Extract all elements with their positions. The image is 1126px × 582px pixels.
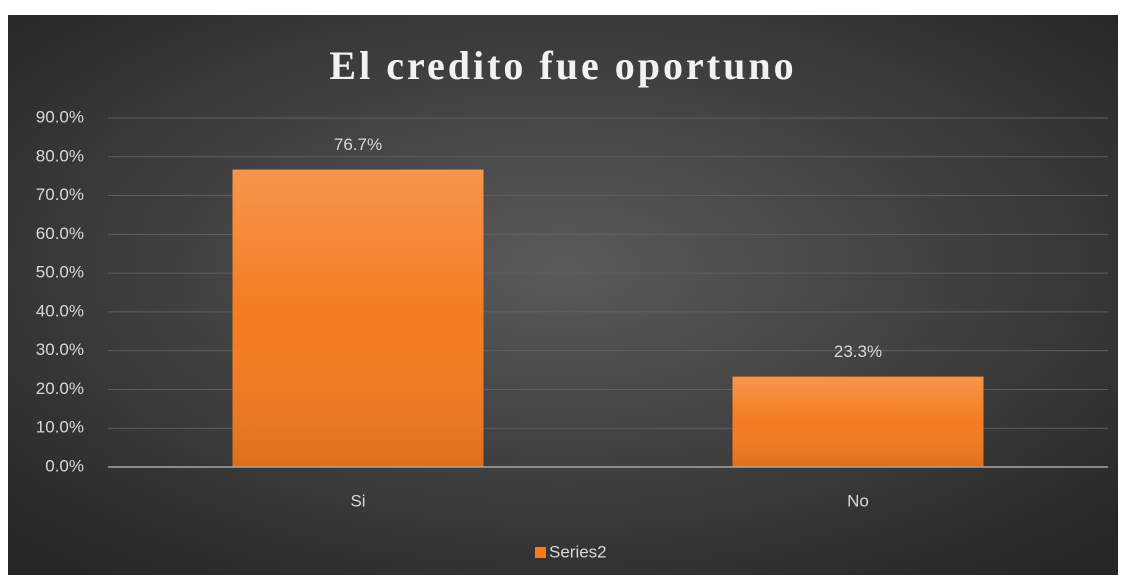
bar — [232, 169, 484, 467]
y-tick-label: 30.0% — [36, 340, 84, 359]
bar — [732, 376, 984, 467]
y-tick-label: 50.0% — [36, 263, 84, 282]
y-tick-label: 80.0% — [36, 146, 84, 165]
y-tick-label: 60.0% — [36, 224, 84, 243]
legend-label: Series2 — [549, 542, 607, 561]
chart-background — [8, 15, 1118, 575]
y-tick-label: 0.0% — [45, 456, 84, 475]
chart-title: El credito fue oportuno — [329, 43, 796, 88]
x-tick-label: No — [847, 491, 869, 510]
y-tick-label: 20.0% — [36, 379, 84, 398]
x-tick-label: Si — [350, 491, 365, 510]
y-tick-label: 70.0% — [36, 185, 84, 204]
y-tick-label: 90.0% — [36, 107, 84, 126]
data-label: 23.3% — [834, 342, 882, 361]
y-tick-label: 10.0% — [36, 418, 84, 437]
data-label: 76.7% — [334, 135, 382, 154]
y-tick-label: 40.0% — [36, 301, 84, 320]
legend-swatch — [535, 547, 546, 558]
